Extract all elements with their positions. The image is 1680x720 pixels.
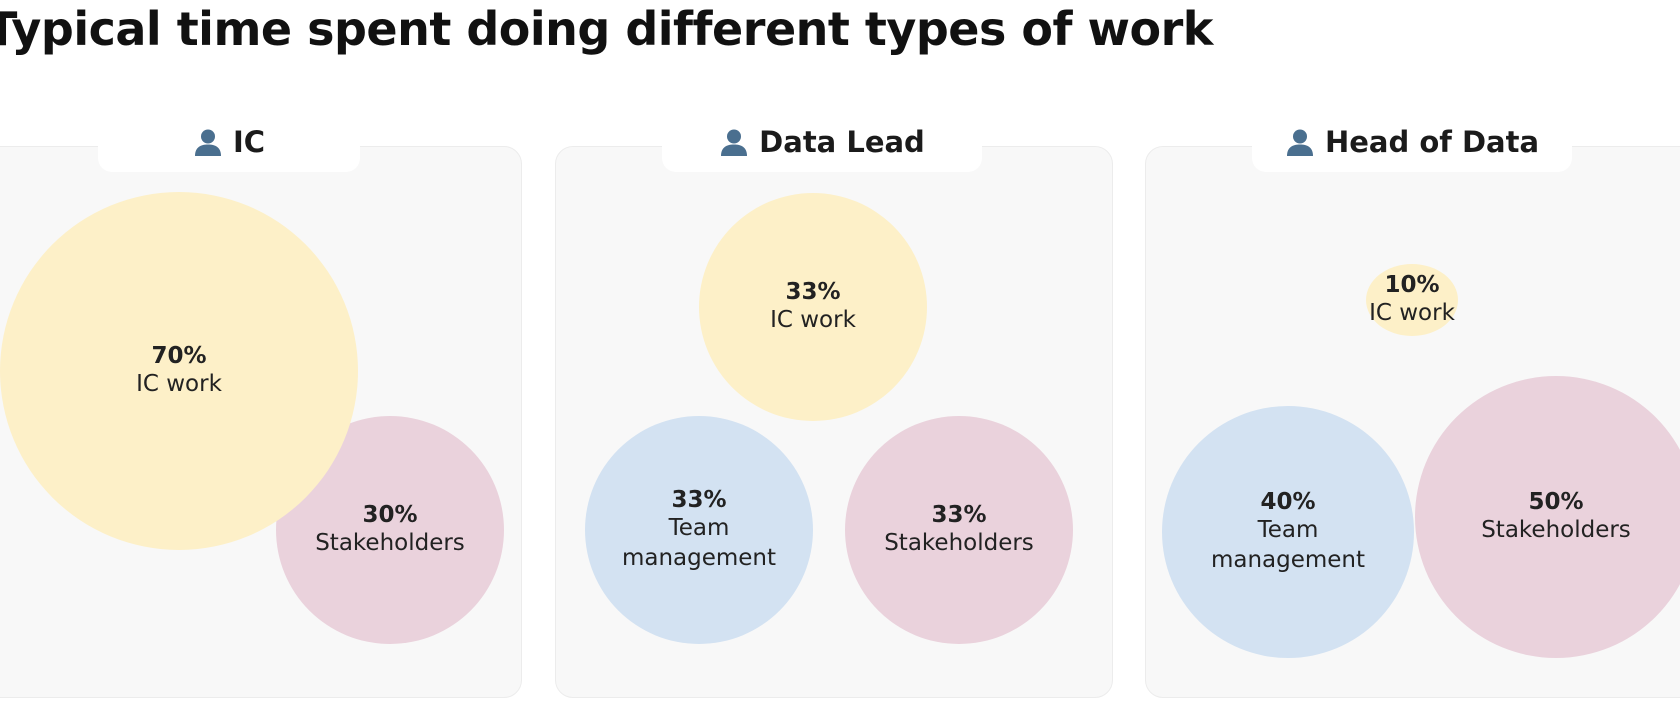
bubble-value: 10% (1384, 271, 1440, 298)
bubble-value: 70% (151, 342, 207, 369)
bubble-label: IC work (770, 307, 856, 334)
panel-ic-title: IC (232, 125, 266, 159)
bubble-stakeholders: 33% Stakeholders (845, 416, 1073, 644)
bubble-stakeholders: 50% Stakeholders (1415, 376, 1680, 658)
bubble-value: 40% (1260, 488, 1316, 515)
bubble-label: IC work (1369, 300, 1455, 327)
bubble-label: Stakeholders (315, 530, 465, 557)
panel-head-of-data-header: Head of Data (1252, 112, 1572, 172)
bubble-ic-work: 70% IC work (0, 192, 358, 550)
bubble-value: 30% (362, 501, 418, 528)
bubble-label: Team management (1210, 517, 1366, 574)
bubble-value: 33% (931, 501, 987, 528)
bubble-label: Stakeholders (884, 530, 1034, 557)
bubble-value: 33% (785, 278, 841, 305)
bubble-ic-work: 33% IC work (699, 193, 927, 421)
person-icon (721, 129, 748, 156)
bubble-label: Stakeholders (1481, 517, 1631, 544)
bubble-value: 50% (1528, 488, 1584, 515)
bubble-label: IC work (136, 371, 222, 398)
person-icon (1286, 129, 1313, 156)
person-icon (194, 129, 221, 156)
panel-data-lead-header: Data Lead (662, 112, 982, 172)
panel-data-lead-title: Data Lead (759, 125, 925, 159)
panel-ic-header: IC (98, 112, 360, 172)
bubble-team-management: 33% Team management (585, 416, 813, 644)
bubble-ic-work: 10% IC work (1366, 264, 1458, 336)
bubble-value: 33% (671, 486, 727, 513)
bubble-team-management: 40% Team management (1162, 406, 1414, 658)
chart-title: Typical time spent doing different types… (0, 2, 1213, 56)
bubble-label: Team management (621, 515, 777, 572)
panel-head-of-data-title: Head of Data (1324, 125, 1540, 159)
